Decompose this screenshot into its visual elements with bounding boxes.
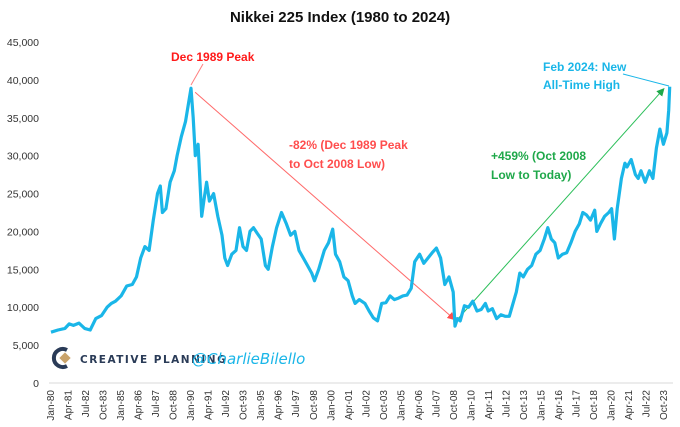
x-tick-label: Jan-90 [186,390,197,421]
x-tick-label: Jul-17 [572,390,583,418]
creative-planning-logo-icon [51,347,71,369]
y-tick-label: 25,000 [7,189,39,201]
series-line-nikkei [50,86,672,334]
x-tick-label: Apr-21 [624,390,635,420]
x-tick-label: Jul-82 [81,390,92,418]
x-tick-label: Jan-20 [607,390,618,421]
y-tick-label: 15,000 [7,264,39,276]
x-tick-label: Apr-91 [204,390,215,420]
x-tick-label: Jul-07 [431,390,442,418]
x-tick-label: Oct-23 [659,390,670,420]
y-tick-label: 35,000 [7,113,39,125]
x-tick-label: Apr-01 [344,390,355,420]
ath-annotation-line2: All-Time High [543,78,620,92]
peak-leader-line [190,63,204,86]
x-tick-label: Apr-06 [414,390,425,420]
x-tick-label: Apr-16 [554,390,565,420]
x-tick-label: Jul-22 [642,390,653,418]
x-tick-label: Jan-85 [116,390,127,421]
x-axis: Jan-80 Apr-81 Jul-82 Oct-83 Jan-85 Apr-86 Jul-… [46,390,670,421]
decline-arrow [194,91,456,321]
x-tick-label: Oct-93 [239,390,250,420]
x-tick-label: Jul-02 [361,390,372,418]
x-tick-label: Jul-92 [221,390,232,418]
peak-annotation: Dec 1989 Peak [171,50,255,64]
y-tick-label: 30,000 [7,151,39,163]
x-tick-label: Jan-00 [326,390,337,421]
x-tick-label: Oct-83 [99,390,110,420]
y-tick-label: 0 [33,378,39,390]
x-tick-label: Oct-98 [309,390,320,420]
x-tick-label: Oct-88 [169,390,180,420]
x-tick-label: Oct-08 [449,390,460,420]
y-tick-label: 5,000 [13,340,39,352]
y-tick-label: 20,000 [7,226,39,238]
x-tick-label: Jan-80 [46,390,57,421]
x-tick-label: Jan-05 [396,390,407,421]
x-tick-label: Oct-03 [379,390,390,420]
twitter-handle: @CharlieBilello [192,350,305,368]
x-tick-label: Jul-97 [291,390,302,418]
rise-annotation-line1: +459% (Oct 2008 [491,149,586,163]
y-tick-label: 40,000 [7,75,39,87]
x-tick-label: Jul-12 [501,390,512,418]
x-tick-label: Jan-10 [466,390,477,421]
y-axis: 0 5,000 10,000 15,000 20,000 25,000 30,000 35,0… [7,37,39,390]
rise-annotation-line2: Low to Today) [491,168,571,182]
ath-annotation-line1: Feb 2024: New [543,60,627,74]
chart-title: Nikkei 225 Index (1980 to 2024) [230,9,450,26]
decline-annotation-line2: to Oct 2008 Low) [289,157,385,171]
x-tick-label: Oct-18 [589,390,600,420]
decline-annotation-line1: -82% (Dec 1989 Peak [289,138,408,152]
x-tick-label: Jan-15 [536,390,547,421]
rise-arrow [458,87,665,319]
brand-name: CREATIVE PLANNING [80,354,227,366]
y-tick-label: 45,000 [7,37,39,49]
y-tick-label: 10,000 [7,302,39,314]
ath-leader-line [622,73,670,87]
x-tick-label: Jan-95 [256,390,267,421]
x-tick-label: Oct-13 [519,390,530,420]
x-tick-label: Apr-96 [274,390,285,420]
x-tick-label: Jul-87 [151,390,162,418]
x-tick-label: Apr-81 [64,390,75,420]
x-tick-label: Apr-11 [484,390,495,420]
x-tick-label: Apr-86 [134,390,145,420]
